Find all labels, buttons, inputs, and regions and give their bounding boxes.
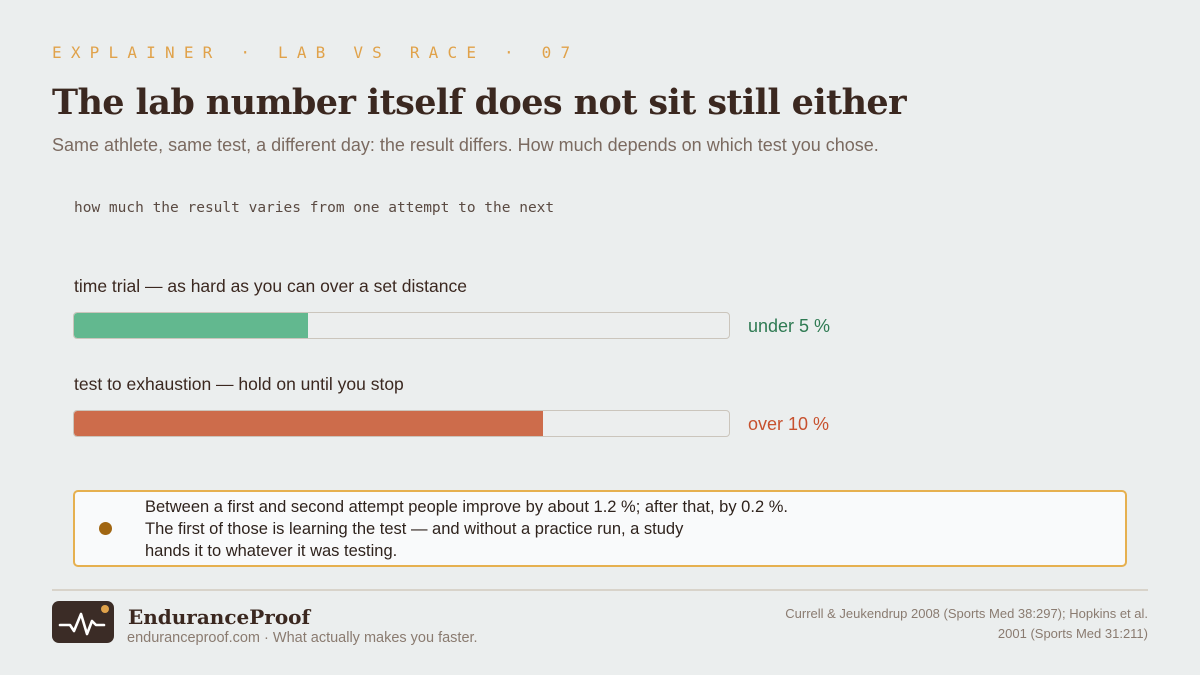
eyebrow-label: EXPLAINER · LAB VS RACE · 07	[52, 43, 580, 62]
brand-logo	[52, 601, 114, 643]
heartbeat-line-icon	[58, 605, 109, 636]
bar-value-time-trial: under 5 %	[748, 316, 831, 336]
callout-text: Between a first and second attempt peopl…	[145, 496, 1045, 562]
footer-divider	[52, 589, 1148, 591]
source-citation: Currell & Jeukendrup 2008 (Sports Med 38…	[785, 606, 1148, 641]
bar-fill-exhaustion	[74, 411, 543, 436]
chart-caption: how much the result varies from one atte…	[74, 200, 555, 216]
callout-note: Between a first and second attempt peopl…	[73, 490, 1127, 567]
brand-tagline: enduranceproof.com · What actually makes…	[127, 630, 478, 646]
bullet-dot-icon	[99, 522, 112, 535]
bar-track-time-trial	[73, 312, 730, 339]
page-subtitle: Same athlete, same test, a different day…	[52, 135, 879, 155]
callout-line-3: hands it to whatever it was testing.	[145, 542, 398, 560]
callout-line-2: The first of those is learning the test …	[145, 520, 684, 538]
bar-label-time-trial: time trial — as hard as you can over a s…	[74, 276, 467, 296]
bar-fill-time-trial	[74, 313, 308, 338]
callout-line-1: Between a first and second attempt peopl…	[145, 498, 788, 516]
bar-label-exhaustion: test to exhaustion — hold on until you s…	[74, 374, 404, 394]
page-title: The lab number itself does not sit still…	[52, 82, 907, 123]
bar-track-exhaustion	[73, 410, 730, 437]
brand-name: EnduranceProof	[128, 605, 311, 629]
bar-value-exhaustion: over 10 %	[748, 414, 830, 434]
